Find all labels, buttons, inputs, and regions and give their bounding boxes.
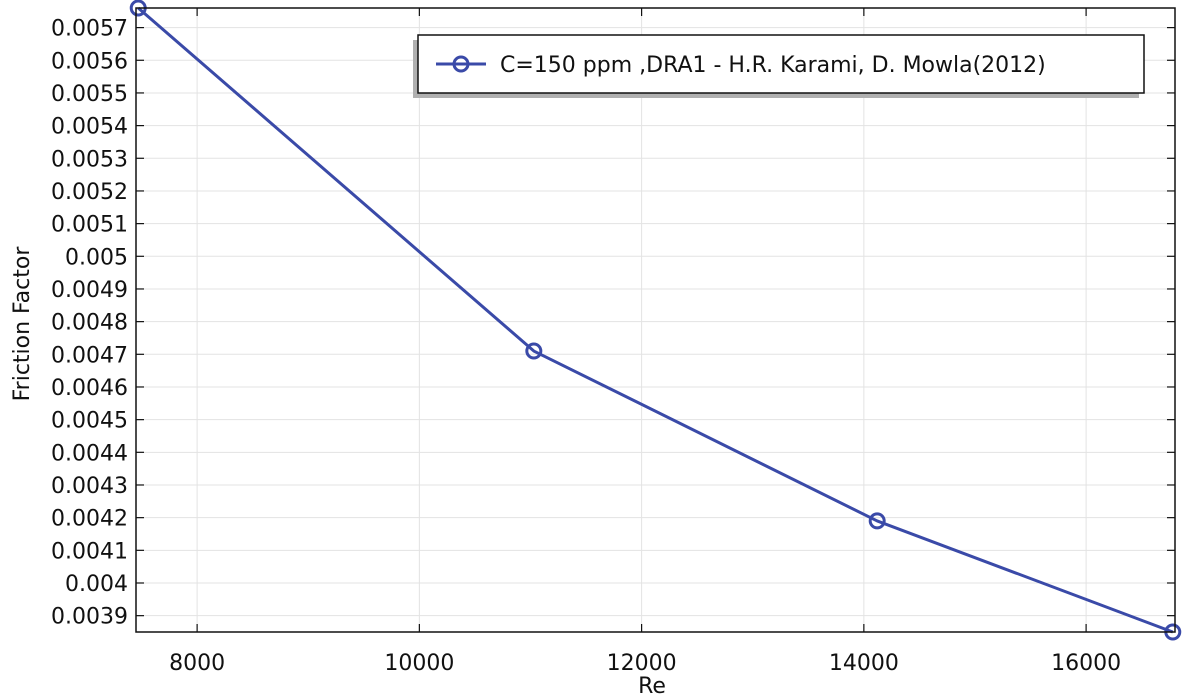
x-tick-label: 8000 bbox=[169, 651, 225, 676]
y-tick-label: 0.0042 bbox=[51, 507, 128, 532]
y-tick-label: 0.005 bbox=[65, 245, 128, 270]
y-tick-label: 0.0048 bbox=[51, 311, 128, 336]
ticks-layer bbox=[136, 8, 1175, 632]
data-point-marker bbox=[525, 342, 543, 360]
y-tick-label: 0.0046 bbox=[51, 376, 128, 401]
y-tick-label: 0.0047 bbox=[51, 343, 128, 368]
legend: C=150 ppm ,DRA1 - H.R. Karami, D. Mowla(… bbox=[413, 34, 1145, 98]
legend-marker-sample bbox=[452, 55, 470, 73]
x-tick-labels: 8000 10000 12000 14000 16000 bbox=[169, 651, 1121, 676]
grid-layer bbox=[136, 8, 1175, 632]
x-tick-label: 12000 bbox=[607, 651, 677, 676]
x-tick-label: 10000 bbox=[384, 651, 454, 676]
y-tick-label: 0.0043 bbox=[51, 474, 128, 499]
y-tick-label: 0.0044 bbox=[51, 441, 128, 466]
y-tick-label: 0.0051 bbox=[51, 213, 128, 238]
y-tick-label: 0.004 bbox=[65, 572, 128, 597]
y-tick-label: 0.0053 bbox=[51, 147, 128, 172]
y-tick-label: 0.0039 bbox=[51, 605, 128, 630]
x-tick-label: 16000 bbox=[1051, 651, 1121, 676]
y-tick-label: 0.0057 bbox=[51, 17, 128, 42]
y-tick-labels: 0.0039 0.004 0.0041 0.0042 0.0043 0.0044 0.004… bbox=[51, 17, 128, 630]
y-tick-label: 0.0049 bbox=[51, 278, 128, 303]
y-tick-label: 0.0041 bbox=[51, 539, 128, 564]
legend-label: C=150 ppm ,DRA1 - H.R. Karami, D. Mowla(… bbox=[500, 53, 1046, 78]
y-tick-label: 0.0052 bbox=[51, 180, 128, 205]
x-tick-label: 14000 bbox=[829, 651, 899, 676]
plot-frame bbox=[135, 7, 1176, 633]
data-point-marker bbox=[868, 512, 886, 530]
y-tick-label: 0.0045 bbox=[51, 409, 128, 434]
y-tick-label: 0.0056 bbox=[51, 49, 128, 74]
y-tick-label: 0.0055 bbox=[51, 82, 128, 107]
y-axis-title: Friction Factor bbox=[10, 246, 35, 402]
x-axis-title: Re bbox=[638, 674, 666, 695]
series-line bbox=[137, 6, 1174, 634]
y-tick-label: 0.0054 bbox=[51, 115, 128, 140]
series-layer bbox=[129, 0, 1182, 641]
legend-box bbox=[417, 34, 1145, 94]
